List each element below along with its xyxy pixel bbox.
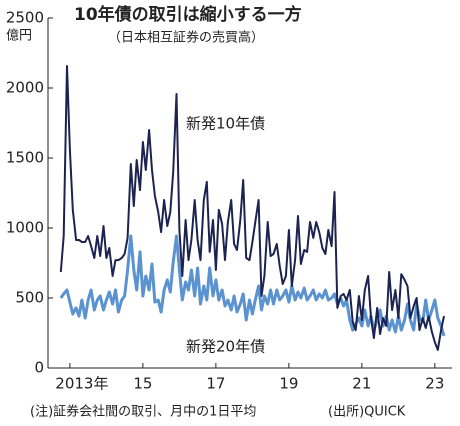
y-tick-label: 1000 xyxy=(6,219,44,237)
source: (出所)QUICK xyxy=(328,405,406,420)
x-tick-label: 17 xyxy=(206,375,225,393)
y-tick-label: 500 xyxy=(15,289,44,307)
x-tick-label: 19 xyxy=(279,375,298,393)
y-tick-label: 1500 xyxy=(6,149,44,167)
y-tick-label: 0 xyxy=(34,359,44,377)
chart-subtitle: （日本相互証券の売買高） xyxy=(108,30,264,46)
series-line xyxy=(59,234,446,337)
y-tick-label: 2500 xyxy=(6,9,44,27)
chart-title: 10年債の取引は縮小する一方 xyxy=(74,4,302,25)
series-line xyxy=(59,65,445,351)
series-label: 新発20年債 xyxy=(186,338,265,356)
x-tick-label: 21 xyxy=(352,375,371,393)
x-tick-label: 23 xyxy=(425,375,444,393)
y-unit: 億円 xyxy=(6,28,32,44)
series-label: 新発10年債 xyxy=(186,115,265,133)
x-tick-label: 15 xyxy=(133,375,152,393)
note: (注)証券会社間の取引、月中の1日平均 xyxy=(30,404,256,420)
x-tick-label: 2013年 xyxy=(55,375,108,393)
y-tick-label: 2000 xyxy=(6,79,44,97)
